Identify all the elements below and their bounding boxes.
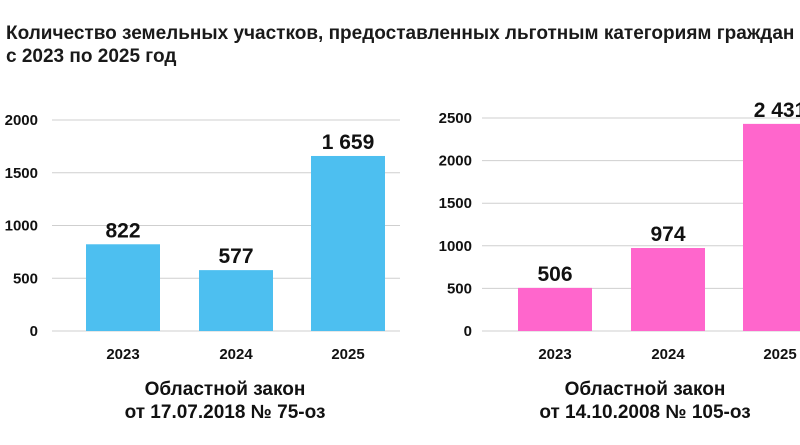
right-x-tick-label-2024: 2024 [651,346,685,363]
left-data-label-2023: 822 [105,219,140,242]
right-y-tick-label: 2000 [439,153,472,170]
caption-right: Областной закон от 14.10.2008 № 105-оз [480,378,800,424]
right-y-tick-label: 0 [464,323,472,340]
right-y-tick-label: 1500 [439,195,472,212]
left-data-label-2024: 577 [218,245,253,268]
bar-chart-right: 0 500 1000 1500 2000 2500 506 2023 974 2024 2 431 2… [439,99,800,363]
right-bar-2024 [631,248,705,331]
left-data-label-2025: 1 659 [322,131,375,154]
right-bar-2025 [743,123,800,331]
left-y-tick-label: 2000 [5,112,38,129]
left-y-tick-label: 0 [30,323,38,340]
caption-left-line1: Областной закон [144,379,306,400]
chart-title: Количество земельных участков, предостав… [6,23,795,67]
caption-right-line1: Областной закон [564,379,726,400]
left-x-tick-label-2024: 2024 [219,346,253,363]
right-y-tick-label: 500 [447,280,472,297]
caption-right-line2: от 14.10.2008 № 105-оз [539,402,751,423]
right-data-label-2024: 974 [650,223,685,246]
right-y-tick-label: 2500 [439,110,472,127]
left-y-tick-label: 1000 [5,218,38,235]
left-x-tick-label-2025: 2025 [331,346,364,363]
right-bar-2023 [518,287,592,331]
right-y-tick-label: 1000 [439,238,472,255]
caption-left: Областной закон от 17.07.2018 № 75-оз [60,378,390,424]
right-x-tick-label-2025: 2025 [763,346,796,363]
left-bar-2023 [86,244,160,331]
bar-chart-left: 0 500 1000 1500 2000 822 2023 577 2024 1 659 2025 [5,112,400,363]
left-x-tick-label-2023: 2023 [106,346,139,363]
right-data-label-2025: 2 431 [754,99,800,122]
left-y-tick-label: 500 [13,270,38,287]
right-x-tick-label-2023: 2023 [538,346,571,363]
right-data-label-2023: 506 [537,263,572,286]
caption-left-line2: от 17.07.2018 № 75-оз [124,402,326,423]
left-bar-2025 [311,155,385,331]
left-y-tick-label: 1500 [5,165,38,182]
left-bar-2024 [199,270,273,331]
